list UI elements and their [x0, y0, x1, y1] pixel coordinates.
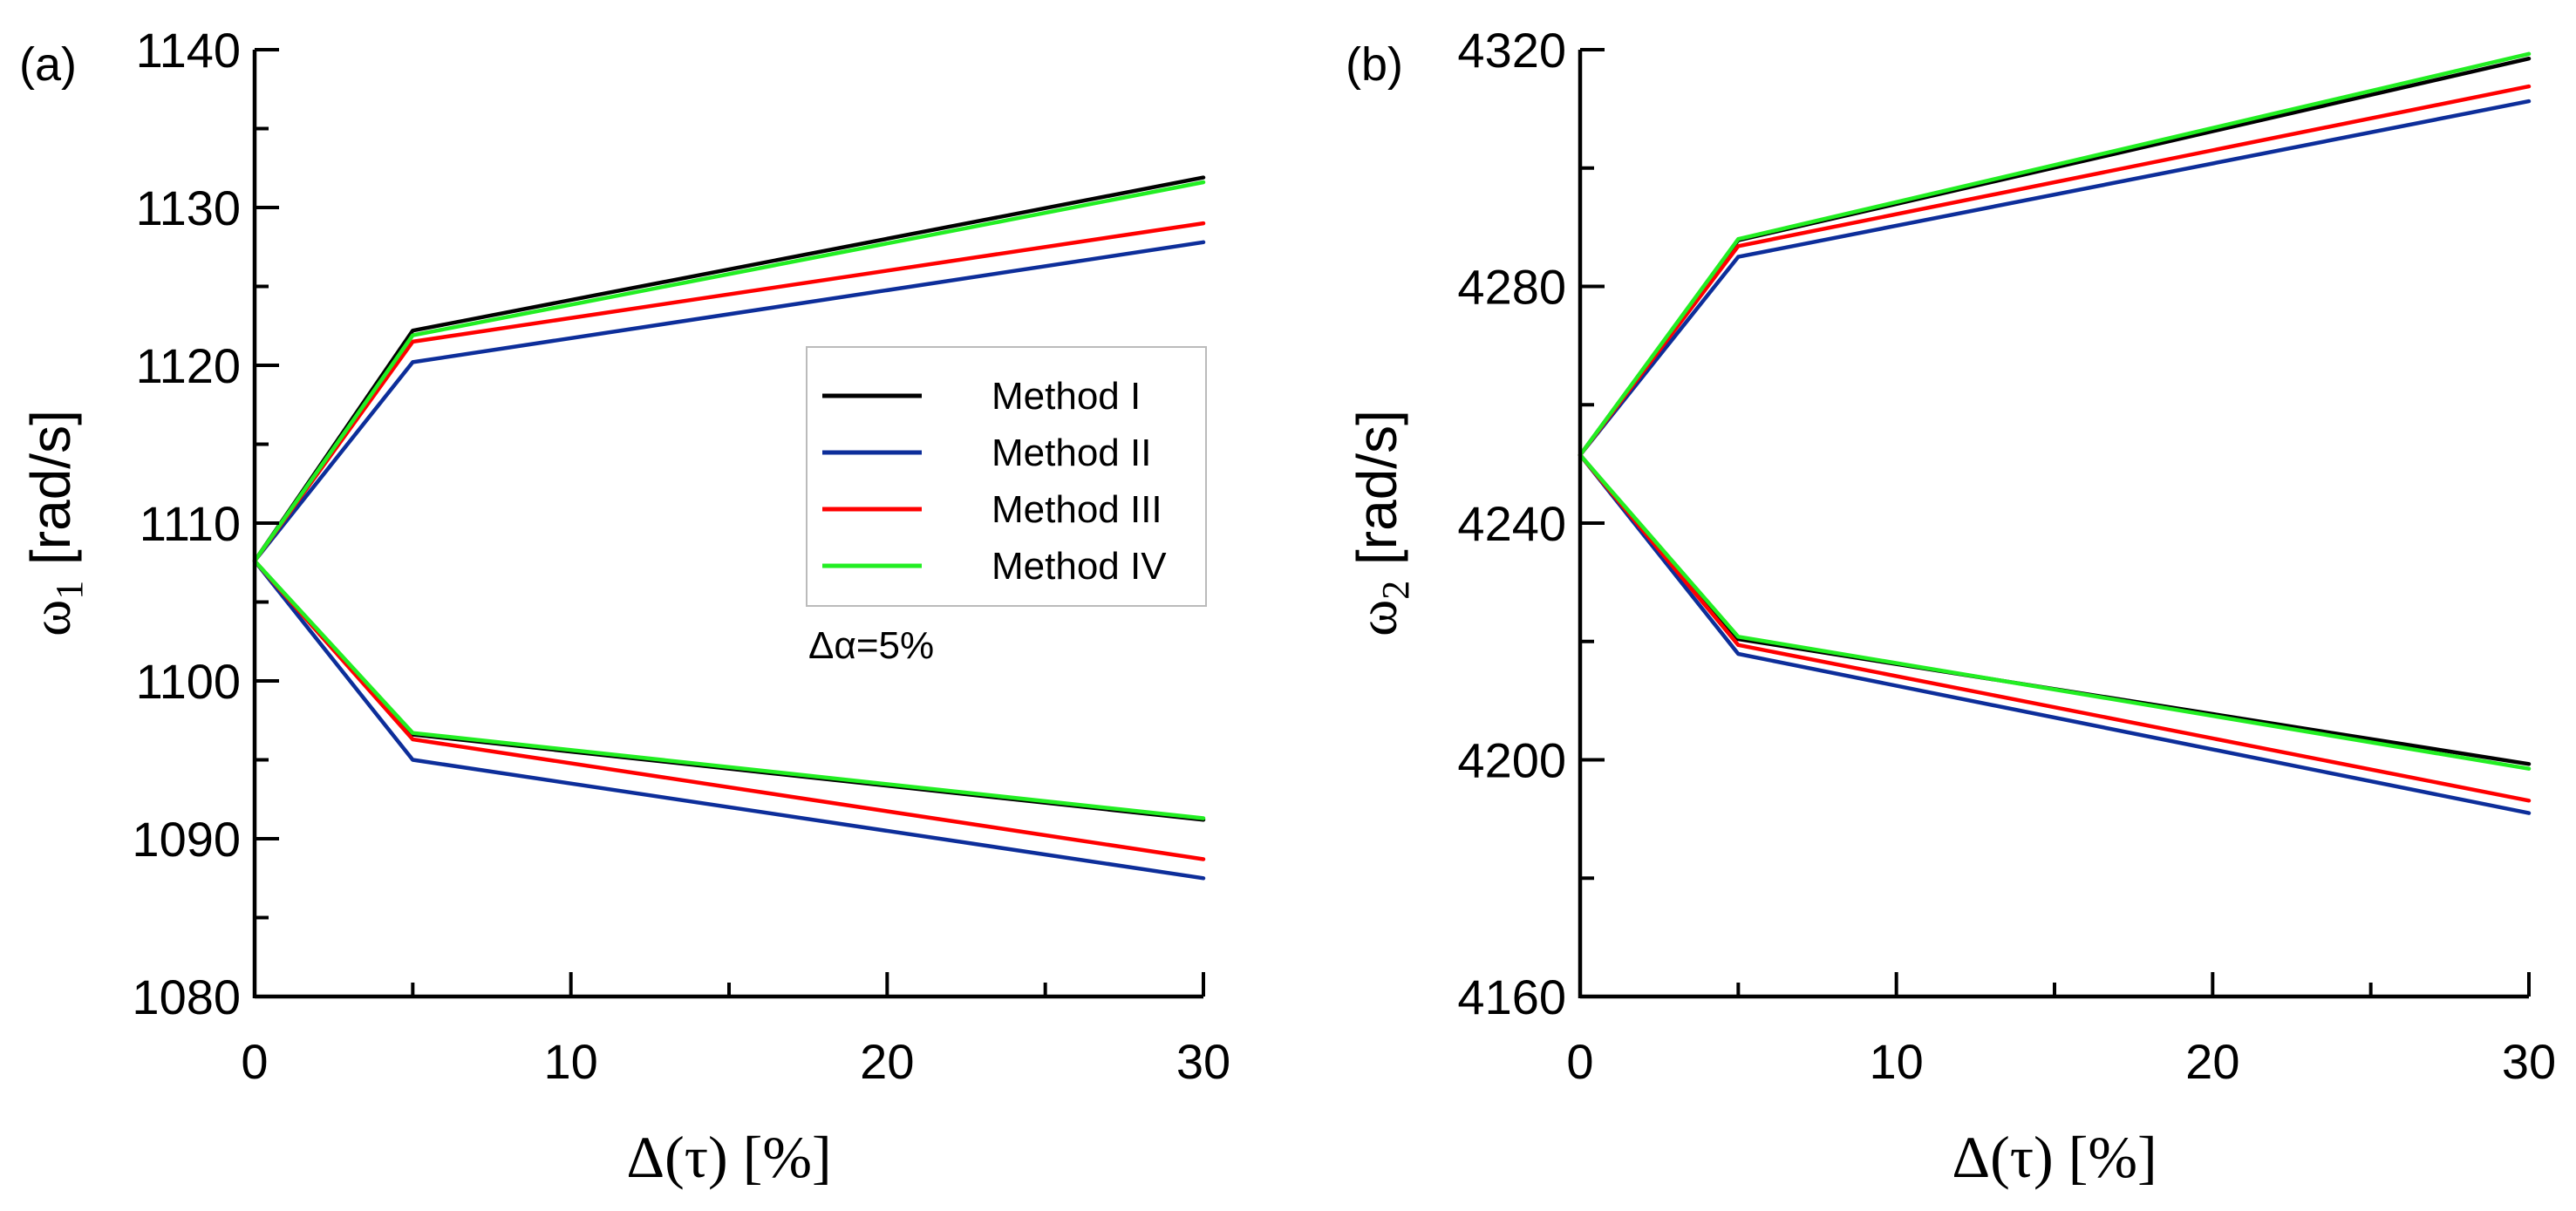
series-line-method-iii-lower	[1578, 452, 2532, 803]
series-line-method-iii-upper	[1578, 84, 2532, 458]
y-axis-label-subscript: 2	[1374, 581, 1417, 600]
y-tick-label: 4320	[1457, 23, 1566, 78]
x-tick-label: 30	[2502, 1034, 2556, 1089]
y-tick-label: 1090	[132, 812, 241, 867]
legend-box	[806, 346, 1207, 607]
y-axis-label: ω1 [rad/s]	[19, 410, 91, 636]
series-line-method-ii-lower	[252, 559, 1206, 881]
y-tick-label: 4160	[1457, 969, 1566, 1024]
series-line-method-iv-upper	[252, 180, 1206, 563]
x-tick-label: 30	[1176, 1034, 1230, 1089]
x-axis-label: Δ(τ) [%]	[1952, 1124, 2157, 1190]
x-tick-label: 10	[544, 1034, 598, 1089]
series-line-method-iv-lower	[1578, 452, 2532, 771]
y-tick-label: 1100	[136, 654, 241, 709]
legend: Method I Method II Method III Method IV	[806, 346, 1207, 607]
y-axis-label: ω2 [rad/s]	[1346, 410, 1417, 636]
y-axis-label-unit: [rad/s]	[19, 410, 82, 581]
y-tick-label: 1130	[136, 180, 241, 235]
x-axis-label: Δ(τ) [%]	[626, 1124, 831, 1190]
series-line-method-ii-upper	[1578, 99, 2532, 458]
legend-entry-label: Method II	[992, 432, 1151, 474]
series-line-method-ii-upper	[252, 240, 1206, 563]
series-line-method-iv-upper	[1578, 51, 2532, 458]
x-tick-label: 0	[241, 1034, 268, 1089]
legend-entry-label: Method III	[992, 488, 1162, 531]
x-tick-label: 0	[1566, 1034, 1593, 1089]
y-tick-label: 1120	[136, 338, 241, 393]
panel-label: (a)	[19, 38, 77, 91]
series-line-method-i-upper	[1578, 56, 2532, 458]
legend-entry-label: Method I	[992, 375, 1141, 418]
y-axis-label-unit: [rad/s]	[1346, 410, 1408, 581]
y-tick-label: 4280	[1457, 260, 1566, 315]
legend-entry-label: Method IV	[992, 545, 1167, 588]
x-tick-label: 10	[1870, 1034, 1924, 1089]
x-tick-label: 20	[2185, 1034, 2239, 1089]
y-tick-label: 1110	[140, 496, 241, 551]
chart-panel-2: 0 10 20 30 4160 4200 4240 4280 4320 (b) Δ(τ) [%] ω2…	[1346, 23, 2556, 1190]
series-line-method-iv-lower	[252, 559, 1206, 820]
chart-panel-1: 0 10 20 30 1080 1090 1100 1110 1120 1130 1140 (a) Δ(…	[19, 23, 1230, 1190]
y-tick-label: 1140	[136, 23, 241, 78]
y-axis-label-symbol: ω	[20, 600, 82, 636]
y-tick-label: 1080	[132, 969, 241, 1024]
x-tick-label: 20	[860, 1034, 914, 1089]
annotation-label: Δα=5%	[808, 624, 934, 667]
panel-label: (b)	[1346, 38, 1403, 91]
series-line-method-ii-lower	[1578, 452, 2532, 815]
y-tick-label: 4200	[1457, 733, 1566, 788]
y-axis-label-symbol: ω	[1346, 600, 1408, 636]
y-axis-label-subscript: 1	[48, 581, 91, 600]
y-tick-label: 4240	[1457, 496, 1566, 551]
